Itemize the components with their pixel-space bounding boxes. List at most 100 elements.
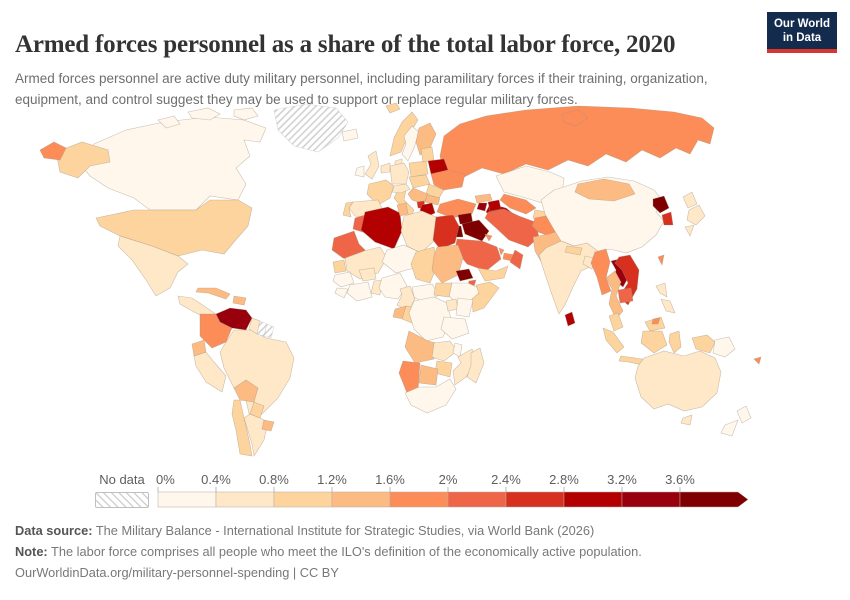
map-region-azerbaijan[interactable] bbox=[487, 199, 502, 212]
map-region-eritrea[interactable] bbox=[455, 268, 474, 282]
map-region-georgia[interactable] bbox=[474, 193, 493, 204]
map-region-hispaniola[interactable] bbox=[232, 295, 247, 306]
legend-bin-4[interactable] bbox=[331, 491, 391, 508]
map-region-ivory_ghana[interactable] bbox=[346, 281, 373, 302]
map-region-south_sudan[interactable] bbox=[433, 282, 453, 298]
map-region-nigeria[interactable] bbox=[378, 272, 408, 300]
footer-citation[interactable]: OurWorldinData.org/military-personnel-sp… bbox=[15, 565, 339, 580]
map-region-somalia[interactable] bbox=[471, 281, 500, 313]
map-region-poland[interactable] bbox=[408, 160, 429, 178]
map-region-indonesia[interactable] bbox=[668, 330, 682, 354]
map-region-peru[interactable] bbox=[193, 351, 227, 393]
map-region-myanmar[interactable] bbox=[590, 248, 612, 296]
map-region-libya[interactable] bbox=[400, 210, 437, 254]
map-region-ecuador[interactable] bbox=[191, 339, 207, 357]
map-region-central_europe[interactable] bbox=[408, 174, 431, 189]
map-region-iceland[interactable] bbox=[341, 128, 359, 142]
map-region-drc[interactable] bbox=[408, 296, 452, 342]
legend-bin-10[interactable] bbox=[679, 491, 749, 508]
map-region-uruguay[interactable] bbox=[261, 419, 275, 432]
map-region-chad[interactable] bbox=[410, 246, 438, 284]
map-region-madagascar[interactable] bbox=[466, 347, 485, 384]
map-region-armenia[interactable] bbox=[476, 202, 488, 212]
map-region-venezuela[interactable] bbox=[215, 307, 253, 331]
map-region-ireland[interactable] bbox=[354, 165, 365, 178]
map-region-japan[interactable] bbox=[684, 224, 695, 237]
legend-bin-6[interactable] bbox=[447, 491, 507, 508]
map-region-turkey[interactable] bbox=[436, 198, 477, 219]
map-region-canada[interactable] bbox=[233, 107, 259, 121]
map-region-qatar[interactable] bbox=[498, 247, 505, 256]
map-region-cuba[interactable] bbox=[195, 287, 231, 300]
map-region-china[interactable] bbox=[540, 176, 665, 254]
map-region-indonesia[interactable] bbox=[640, 330, 668, 354]
map-region-japan[interactable] bbox=[686, 204, 706, 226]
map-region-greenland[interactable] bbox=[273, 103, 349, 153]
map-region-usa[interactable] bbox=[55, 141, 111, 179]
map-region-uganda[interactable] bbox=[445, 298, 459, 312]
map-region-bolivia[interactable] bbox=[233, 379, 259, 403]
map-region-fiji[interactable] bbox=[753, 356, 762, 365]
map-region-norway[interactable] bbox=[389, 111, 419, 157]
map-region-egypt[interactable] bbox=[432, 214, 460, 250]
map-region-germany[interactable] bbox=[389, 162, 410, 185]
map-region-cambodia[interactable] bbox=[617, 287, 634, 304]
map-region-new_zealand[interactable] bbox=[720, 419, 739, 437]
map-region-png[interactable] bbox=[712, 336, 736, 358]
owid-logo[interactable]: Our World in Data bbox=[767, 12, 837, 53]
map-region-sudan[interactable] bbox=[431, 244, 464, 284]
map-region-bulgaria[interactable] bbox=[424, 194, 441, 206]
map-region-brunei[interactable] bbox=[651, 317, 661, 325]
map-region-kenya[interactable] bbox=[455, 297, 474, 318]
map-region-thailand[interactable] bbox=[605, 270, 624, 320]
map-region-iraq[interactable] bbox=[461, 219, 490, 242]
map-region-togo_benin[interactable] bbox=[370, 279, 383, 296]
map-region-bangladesh[interactable] bbox=[582, 255, 595, 270]
map-region-yemen[interactable] bbox=[477, 265, 509, 282]
map-region-tanzania[interactable] bbox=[440, 316, 470, 340]
legend-no-data-swatch[interactable] bbox=[95, 492, 149, 508]
map-region-mexico[interactable] bbox=[117, 235, 189, 297]
map-region-russia[interactable] bbox=[561, 109, 589, 127]
map-region-guinea[interactable] bbox=[332, 271, 355, 288]
map-region-sierra_liberia[interactable] bbox=[334, 287, 349, 299]
map-region-south_korea[interactable] bbox=[661, 211, 674, 226]
legend-bin-5[interactable] bbox=[389, 491, 449, 508]
map-region-mongolia[interactable] bbox=[574, 178, 636, 202]
map-region-burkina[interactable] bbox=[358, 267, 377, 282]
map-region-angola[interactable] bbox=[404, 330, 437, 364]
map-region-iran[interactable] bbox=[484, 208, 540, 248]
legend-bin-8[interactable] bbox=[563, 491, 623, 508]
map-region-paraguay[interactable] bbox=[249, 401, 265, 419]
map-region-zambia[interactable] bbox=[431, 340, 458, 362]
map-region-canada[interactable] bbox=[187, 107, 221, 121]
map-region-french_guiana[interactable] bbox=[263, 323, 275, 339]
map-region-australia[interactable] bbox=[634, 350, 722, 412]
map-region-alpine[interactable] bbox=[391, 183, 411, 194]
map-region-malaysia[interactable] bbox=[608, 312, 624, 332]
map-region-new_zealand[interactable] bbox=[736, 405, 752, 424]
map-region-tunisia[interactable] bbox=[396, 202, 409, 217]
legend-bin-9[interactable] bbox=[621, 491, 681, 508]
map-region-ukraine[interactable] bbox=[430, 169, 466, 191]
map-region-indonesia[interactable] bbox=[691, 334, 716, 354]
map-region-sri_lanka[interactable] bbox=[564, 311, 576, 327]
map-region-portugal[interactable] bbox=[342, 201, 354, 218]
legend-bin-2[interactable] bbox=[215, 491, 275, 508]
legend-bin-7[interactable] bbox=[505, 491, 565, 508]
legend-bin-3[interactable] bbox=[273, 491, 333, 508]
map-region-senegal[interactable] bbox=[332, 259, 347, 274]
map-region-uk[interactable] bbox=[364, 150, 380, 180]
map-region-chile[interactable] bbox=[231, 399, 253, 457]
map-region-sweden[interactable] bbox=[401, 125, 420, 162]
map-region-baltics[interactable] bbox=[420, 146, 435, 163]
map-region-norway[interactable] bbox=[385, 102, 401, 114]
map-region-canada[interactable] bbox=[157, 115, 181, 129]
map-region-kuwait[interactable] bbox=[484, 233, 493, 242]
map-region-nepal[interactable] bbox=[564, 245, 583, 256]
map-region-russia[interactable] bbox=[39, 141, 67, 161]
map-region-uzbekistan[interactable] bbox=[499, 193, 537, 215]
map-region-france[interactable] bbox=[366, 179, 395, 206]
map-region-botswana[interactable] bbox=[418, 364, 439, 386]
map-region-philippines[interactable] bbox=[660, 298, 676, 314]
